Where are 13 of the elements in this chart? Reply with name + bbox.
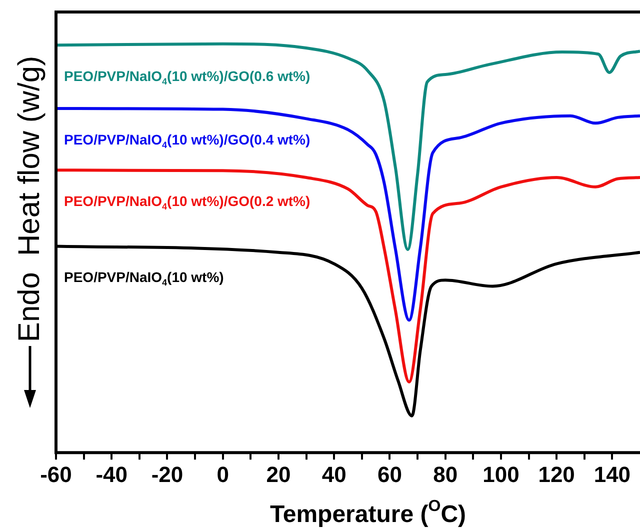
x-tick-label: 120 <box>538 462 575 487</box>
x-tick-label: 40 <box>322 462 346 487</box>
x-tick-label: -20 <box>151 462 184 487</box>
x-tick-label: 140 <box>594 462 631 487</box>
x-tick-label: 80 <box>433 462 458 487</box>
x-tick-label: 20 <box>266 462 291 487</box>
x-tick-label: -40 <box>96 462 128 487</box>
x-tick-label: -60 <box>40 462 72 487</box>
text: Endo <box>13 272 47 342</box>
y-axis-title: Heat flow (w/g) <box>13 56 47 256</box>
x-tick-label: 0 <box>216 462 229 487</box>
x-tick-label: 100 <box>482 462 520 487</box>
x-tick-label: 60 <box>377 462 402 487</box>
